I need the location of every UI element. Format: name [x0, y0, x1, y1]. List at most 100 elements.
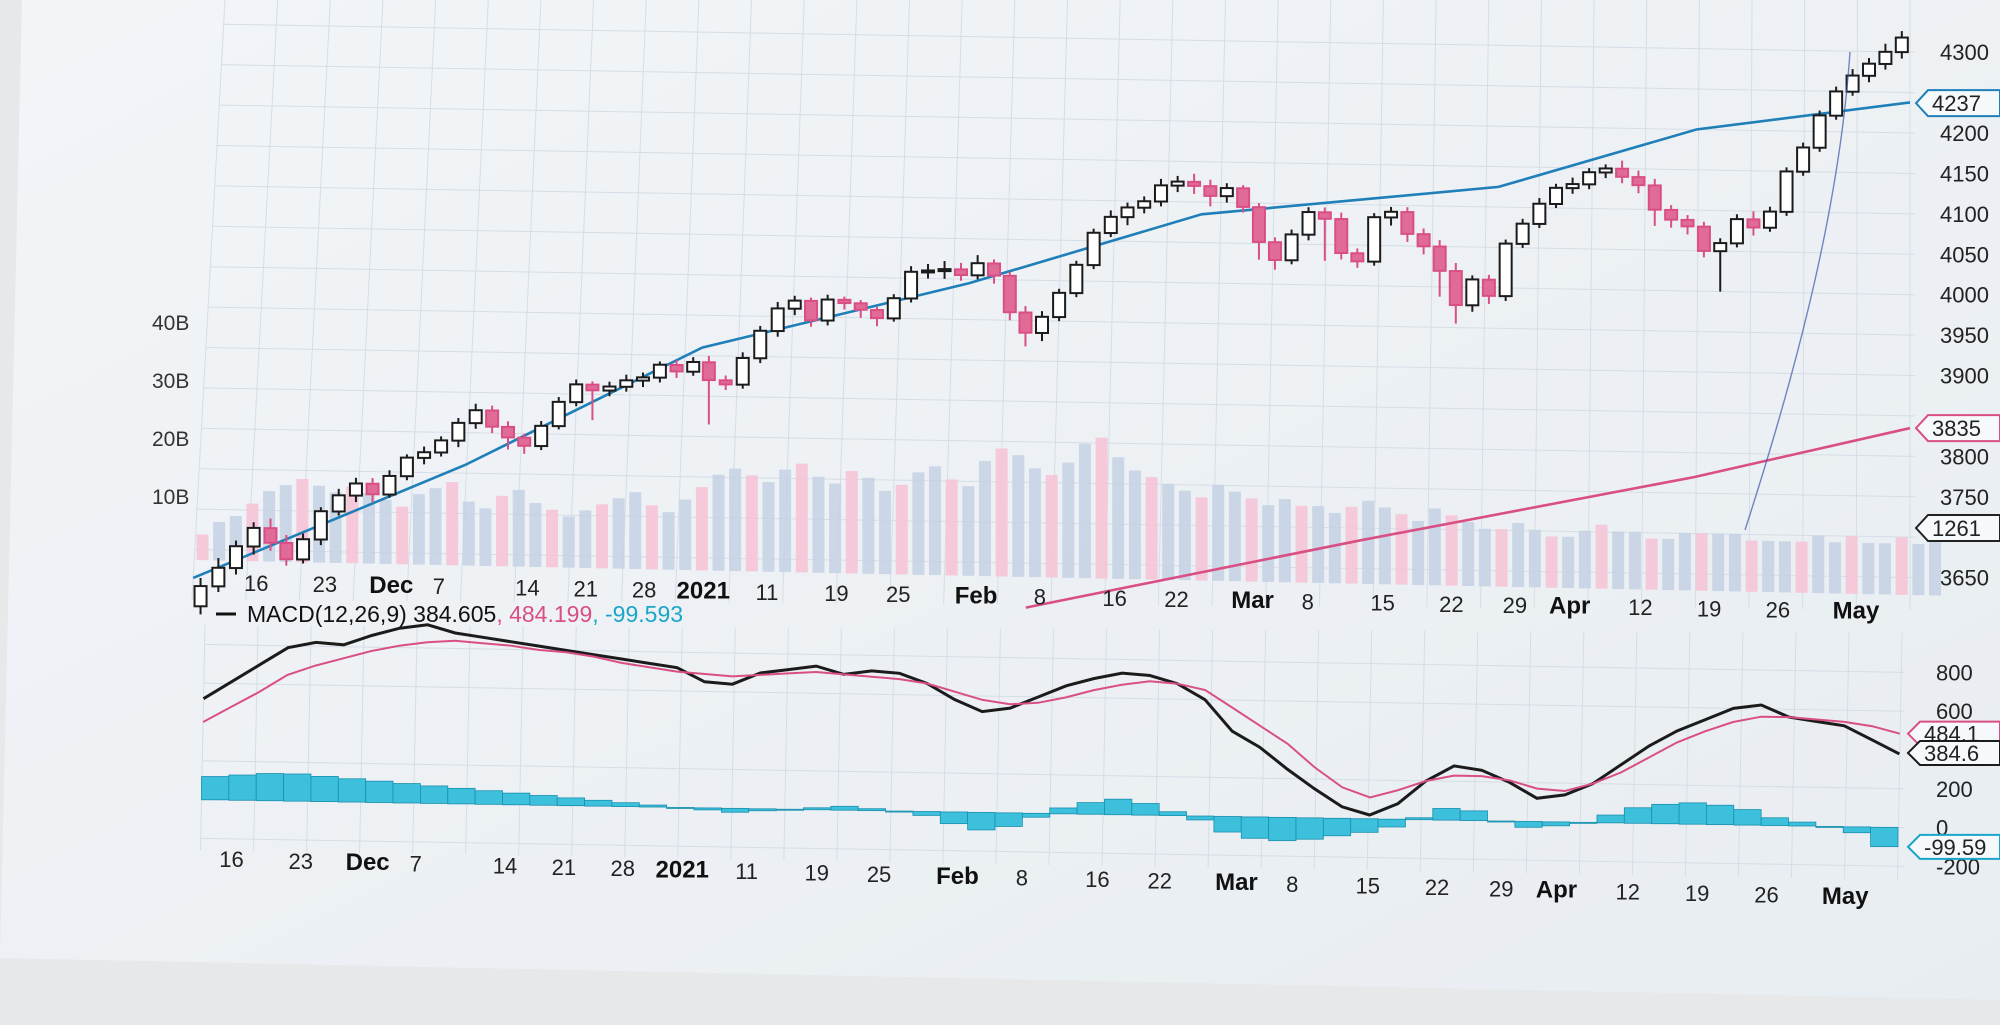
macd-tick-label: 200	[1936, 777, 1973, 802]
candle-body	[331, 494, 346, 513]
grid-line	[1426, 0, 1437, 608]
candle-body	[500, 425, 515, 439]
histogram-bar	[1623, 807, 1653, 824]
histogram-bar	[556, 797, 585, 807]
histogram-bar	[967, 812, 996, 831]
histogram-bar	[1158, 811, 1187, 817]
x-tick-label: Mar	[1231, 587, 1274, 614]
volume-bar	[1345, 506, 1358, 584]
histogram-bar	[1596, 814, 1625, 824]
histogram-bar	[939, 811, 969, 825]
volume-bar	[1028, 468, 1041, 578]
volume-bar	[695, 487, 708, 571]
volume-bar	[1012, 455, 1025, 577]
x-tick-label: 12	[1616, 879, 1640, 904]
histogram-bar	[365, 780, 394, 803]
x-tick-label: 22	[1439, 592, 1463, 617]
candle-body	[1746, 218, 1761, 229]
grid-line	[1737, 632, 1744, 878]
svg-text:MACD(12,26,9) 384.605, 484.199: MACD(12,26,9) 384.605, 484.199, -99.593	[247, 601, 683, 627]
candle-body	[211, 566, 226, 588]
candle-body	[1680, 218, 1695, 228]
volume-bar	[446, 482, 459, 566]
volume-bar	[362, 493, 375, 564]
x-tick-label: 22	[1147, 869, 1171, 894]
histogram-bar	[584, 799, 613, 807]
x-tick-label: Feb	[955, 582, 998, 609]
volume-bar	[1795, 541, 1808, 593]
volume-bar	[1195, 497, 1208, 581]
x-tick-label: 29	[1489, 877, 1513, 902]
histogram-bar	[1021, 812, 1051, 818]
x-tick-label: 8	[1302, 589, 1314, 614]
volume-bar	[1828, 542, 1841, 594]
histogram-bar	[1733, 809, 1762, 826]
candle-body	[970, 262, 985, 277]
volume-bar	[1578, 530, 1591, 589]
histogram-bar	[885, 810, 914, 813]
candle-body	[1762, 210, 1777, 229]
volume-bar	[1212, 484, 1225, 581]
histogram-bar	[1541, 821, 1571, 827]
x-tick-label: 14	[515, 576, 539, 601]
histogram-bar	[611, 802, 640, 807]
grid-line	[730, 627, 736, 860]
histogram-bar	[447, 787, 476, 805]
x-tick-label: 21	[552, 855, 576, 880]
volume-bar	[1545, 536, 1558, 588]
macd-title-macd: 384.605	[413, 601, 496, 627]
candle-body	[1565, 183, 1580, 190]
candle-body	[1120, 206, 1135, 219]
grid-line	[406, 0, 437, 602]
histogram-bar	[1678, 802, 1707, 825]
volume-bar	[1628, 531, 1641, 590]
volume-bar	[912, 472, 925, 575]
volume-bar	[1562, 536, 1575, 589]
volume-bar	[712, 474, 725, 571]
macd-title-signal: 484.199	[509, 601, 592, 627]
histogram-bar	[1131, 803, 1160, 816]
price-tick-label: 3750	[1940, 485, 1989, 510]
candle-body	[1052, 291, 1067, 319]
volume-bar	[1245, 498, 1258, 582]
grid-line	[1578, 631, 1585, 875]
price-tick-label: 3800	[1940, 444, 1989, 469]
volume-bar	[196, 534, 209, 561]
histogram-bar	[1295, 817, 1324, 840]
grid-line	[1694, 0, 1700, 609]
volume-bars	[196, 437, 1942, 596]
candle-body	[434, 439, 449, 454]
candle-body	[787, 299, 802, 310]
candle-body	[602, 385, 617, 392]
volume-bar	[1412, 520, 1425, 585]
histogram-bar	[1432, 808, 1461, 821]
grid-line	[306, 625, 312, 852]
candle-body	[551, 400, 566, 428]
x-tick-label: 26	[1754, 883, 1778, 908]
histogram-bar	[255, 773, 284, 802]
grid-line	[245, 0, 279, 601]
x-tick-label: 22	[1164, 587, 1188, 612]
x-tick-label: 21	[574, 577, 598, 602]
candle-body	[569, 383, 584, 404]
volume-bar	[579, 510, 592, 568]
candle-body	[804, 299, 819, 322]
candle-body	[1251, 206, 1266, 243]
volume-bar	[1929, 537, 1942, 596]
histogram-bar	[1350, 818, 1379, 833]
volume-bar	[213, 522, 226, 561]
grid-line	[200, 624, 206, 851]
volume-bar	[1178, 490, 1191, 581]
x-tick-label: 25	[886, 582, 910, 607]
grid-line	[1790, 632, 1797, 879]
volume-bar	[1145, 477, 1158, 580]
histogram-bar	[310, 775, 339, 803]
candle-body	[1153, 184, 1168, 203]
candle-body	[399, 456, 414, 478]
candle-body	[193, 585, 208, 608]
candle-body	[953, 268, 968, 277]
candle-body	[1034, 315, 1049, 334]
volume-tick-label: 10B	[152, 486, 189, 509]
volume-bar	[1395, 514, 1408, 585]
volume-bar	[645, 505, 658, 570]
